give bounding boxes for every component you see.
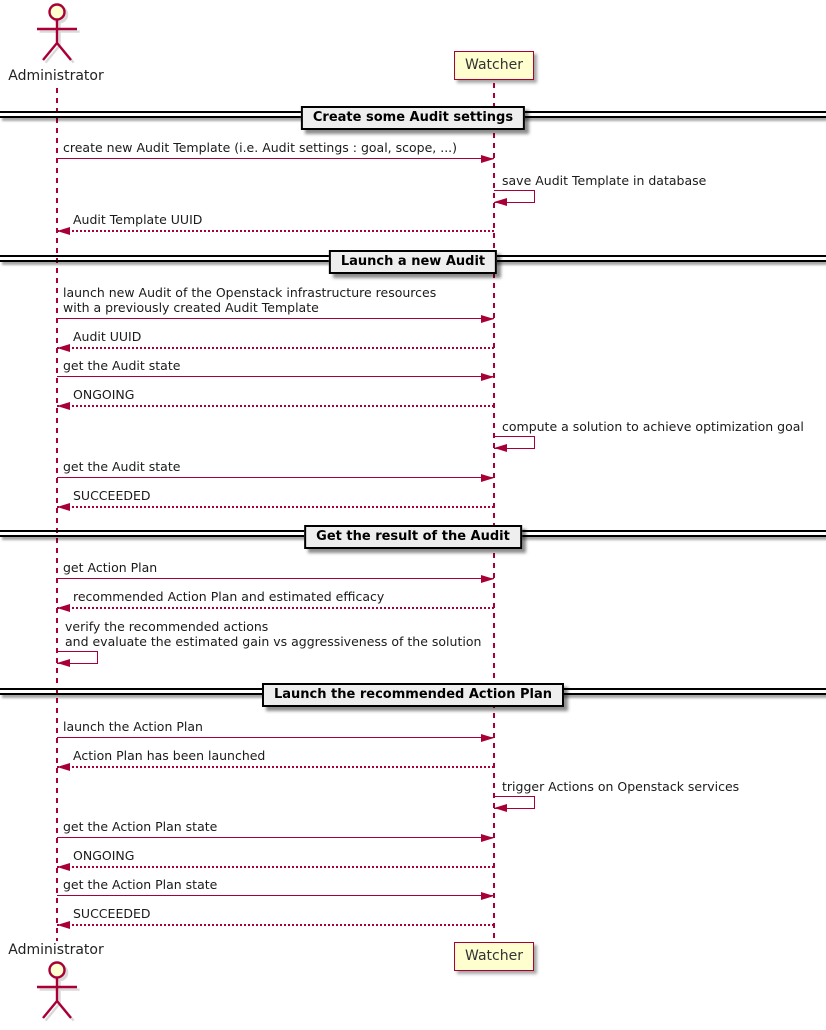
message-label: get the Audit state bbox=[63, 358, 180, 373]
message-label: SUCCEEDED bbox=[73, 906, 150, 921]
message-text-line: get the Action Plan state bbox=[63, 819, 218, 834]
message-arrow-line bbox=[57, 866, 494, 868]
self-message-arrow bbox=[57, 651, 98, 664]
arrowhead-left-icon bbox=[494, 443, 507, 452]
message-label: create new Audit Template (i.e. Audit se… bbox=[63, 140, 457, 155]
arrowhead-right-icon bbox=[481, 574, 494, 583]
message-text-line: get Action Plan bbox=[63, 560, 158, 575]
message-label: get the Audit state bbox=[63, 459, 180, 474]
message-arrow-line bbox=[57, 376, 494, 377]
message-arrow-line bbox=[57, 737, 494, 738]
participant-administrator-label-bottom: Administrator bbox=[8, 942, 104, 958]
arrowhead-right-icon bbox=[481, 733, 494, 742]
message-label: Action Plan has been launched bbox=[73, 748, 265, 763]
arrowhead-left-icon bbox=[494, 197, 507, 206]
arrowhead-right-icon bbox=[481, 314, 494, 323]
arrowhead-left-icon bbox=[57, 603, 70, 612]
self-message-arrow bbox=[494, 796, 535, 809]
message-text-line: launch the Action Plan bbox=[63, 719, 203, 734]
message-text-line: launch new Audit of the Openstack infras… bbox=[63, 285, 437, 300]
message-arrow-line bbox=[57, 477, 494, 478]
message-arrow-line bbox=[57, 405, 494, 407]
message-arrow-line bbox=[57, 607, 494, 609]
message-arrow-line bbox=[57, 895, 494, 896]
message-label: get the Action Plan state bbox=[63, 877, 217, 892]
message-text-line: SUCCEEDED bbox=[73, 488, 151, 503]
message-label: launch the Action Plan bbox=[63, 719, 203, 734]
self-message-label: trigger Actions on Openstack services bbox=[502, 779, 739, 794]
arrowhead-left-icon bbox=[57, 658, 70, 667]
section-divider-label: Create some Audit settings bbox=[300, 106, 526, 130]
participant-watcher-top: Watcher bbox=[454, 51, 534, 80]
arrowhead-right-icon bbox=[481, 833, 494, 842]
lifeline-watcher bbox=[493, 83, 495, 941]
arrowhead-left-icon bbox=[494, 803, 507, 812]
section-divider-label: Launch a new Audit bbox=[328, 250, 498, 274]
message-text-line: verify the recommended actions bbox=[65, 619, 269, 634]
message-text-line: get the Audit state bbox=[63, 358, 181, 373]
section-divider-label: Launch the recommended Action Plan bbox=[261, 683, 565, 707]
message-text-line: SUCCEEDED bbox=[73, 906, 151, 921]
arrowhead-right-icon bbox=[481, 473, 494, 482]
message-text-line: compute a solution to achieve optimizati… bbox=[502, 419, 804, 434]
message-label: ONGOING bbox=[73, 387, 134, 402]
message-text-line: save Audit Template in database bbox=[502, 173, 707, 188]
arrowhead-left-icon bbox=[57, 862, 70, 871]
arrowhead-left-icon bbox=[57, 343, 70, 352]
self-message-label: save Audit Template in database bbox=[502, 173, 706, 188]
message-text-line: recommended Action Plan and estimated ef… bbox=[73, 589, 385, 604]
message-arrow-line bbox=[57, 766, 494, 768]
message-label: SUCCEEDED bbox=[73, 488, 150, 503]
message-label: Audit UUID bbox=[73, 329, 141, 344]
actor-administrator-icon-bottom bbox=[37, 961, 80, 1022]
message-text-line: trigger Actions on Openstack services bbox=[502, 779, 740, 794]
message-label: Audit Template UUID bbox=[73, 212, 202, 227]
section-divider-label: Get the result of the Audit bbox=[304, 525, 522, 549]
arrowhead-right-icon bbox=[481, 372, 494, 381]
message-label: recommended Action Plan and estimated ef… bbox=[73, 589, 384, 604]
arrowhead-left-icon bbox=[57, 226, 70, 235]
participant-administrator-label-top: Administrator bbox=[8, 68, 104, 84]
message-text-line: get the Action Plan state bbox=[63, 877, 218, 892]
arrowhead-left-icon bbox=[57, 401, 70, 410]
participant-watcher-bottom: Watcher bbox=[454, 942, 534, 971]
message-arrow-line bbox=[57, 837, 494, 838]
message-text-line: and evaluate the estimated gain vs aggre… bbox=[65, 634, 482, 649]
message-label: launch new Audit of the Openstack infras… bbox=[63, 285, 436, 315]
message-text-line: ONGOING bbox=[73, 848, 135, 863]
message-text-line: get the Audit state bbox=[63, 459, 181, 474]
self-message-arrow bbox=[494, 436, 535, 449]
arrowhead-left-icon bbox=[57, 762, 70, 771]
arrowhead-left-icon bbox=[57, 920, 70, 929]
message-arrow-line bbox=[57, 924, 494, 926]
arrowhead-right-icon bbox=[481, 154, 494, 163]
message-label: get Action Plan bbox=[63, 560, 157, 575]
message-label: ONGOING bbox=[73, 848, 134, 863]
message-text-line: Action Plan has been launched bbox=[73, 748, 266, 763]
arrowhead-left-icon bbox=[57, 502, 70, 511]
message-label: get the Action Plan state bbox=[63, 819, 217, 834]
message-text-line: Audit UUID bbox=[73, 329, 142, 344]
message-text-line: with a previously created Audit Template bbox=[63, 300, 319, 315]
message-text-line: Audit Template UUID bbox=[73, 212, 203, 227]
arrowhead-right-icon bbox=[481, 891, 494, 900]
message-arrow-line bbox=[57, 318, 494, 319]
message-arrow-line bbox=[57, 230, 494, 232]
self-message-label: compute a solution to achieve optimizati… bbox=[502, 419, 804, 434]
lifeline-administrator bbox=[56, 88, 58, 941]
message-arrow-line bbox=[57, 506, 494, 508]
message-text-line: create new Audit Template (i.e. Audit se… bbox=[63, 140, 458, 155]
message-arrow-line bbox=[57, 347, 494, 349]
self-message-arrow bbox=[494, 190, 535, 203]
message-arrow-line bbox=[57, 578, 494, 579]
message-text-line: ONGOING bbox=[73, 387, 135, 402]
message-arrow-line bbox=[57, 158, 494, 159]
self-message-label: verify the recommended actions and evalua… bbox=[65, 619, 481, 649]
actor-administrator-icon bbox=[37, 3, 80, 64]
